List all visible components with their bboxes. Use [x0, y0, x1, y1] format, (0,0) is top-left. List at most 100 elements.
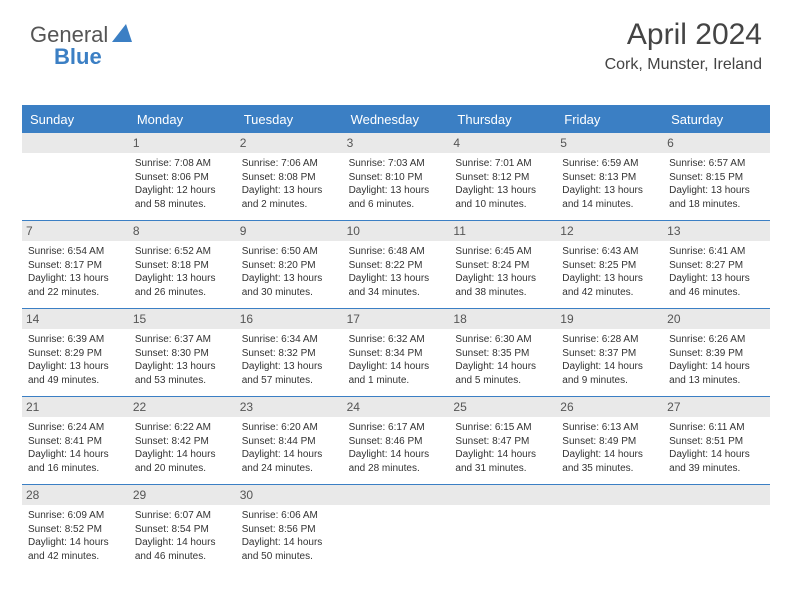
calendar-cell: 11Sunrise: 6:45 AMSunset: 8:24 PMDayligh…: [449, 221, 556, 308]
cell-sunrise: Sunrise: 6:17 AM: [349, 421, 444, 435]
cell-daylight2: and 34 minutes.: [349, 286, 444, 300]
cell-sunset: Sunset: 8:13 PM: [562, 171, 657, 185]
day-number: 26: [556, 397, 663, 417]
calendar-cell: 9Sunrise: 6:50 AMSunset: 8:20 PMDaylight…: [236, 221, 343, 308]
day-number: 3: [343, 133, 450, 153]
cell-daylight2: and 50 minutes.: [242, 550, 337, 564]
cell-sunrise: Sunrise: 6:09 AM: [28, 509, 123, 523]
cell-sunset: Sunset: 8:39 PM: [669, 347, 764, 361]
cell-daylight1: Daylight: 13 hours: [242, 360, 337, 374]
day-number: 2: [236, 133, 343, 153]
cell-daylight1: Daylight: 13 hours: [28, 272, 123, 286]
calendar-cell: [556, 485, 663, 573]
cell-sunset: Sunset: 8:10 PM: [349, 171, 444, 185]
cell-daylight1: Daylight: 14 hours: [135, 536, 230, 550]
calendar-cell: [449, 485, 556, 573]
calendar-week: 21Sunrise: 6:24 AMSunset: 8:41 PMDayligh…: [22, 397, 770, 485]
cell-sunset: Sunset: 8:35 PM: [455, 347, 550, 361]
day-number: 11: [449, 221, 556, 241]
calendar-cell: 10Sunrise: 6:48 AMSunset: 8:22 PMDayligh…: [343, 221, 450, 308]
cell-daylight1: Daylight: 13 hours: [455, 272, 550, 286]
calendar-cell: 13Sunrise: 6:41 AMSunset: 8:27 PMDayligh…: [663, 221, 770, 308]
cell-daylight2: and 46 minutes.: [669, 286, 764, 300]
cell-daylight2: and 5 minutes.: [455, 374, 550, 388]
calendar-cell: 22Sunrise: 6:22 AMSunset: 8:42 PMDayligh…: [129, 397, 236, 484]
cell-sunrise: Sunrise: 7:06 AM: [242, 157, 337, 171]
cell-daylight2: and 16 minutes.: [28, 462, 123, 476]
cell-sunrise: Sunrise: 7:03 AM: [349, 157, 444, 171]
cell-sunrise: Sunrise: 7:01 AM: [455, 157, 550, 171]
month-title: April 2024: [605, 18, 762, 52]
calendar-week: 28Sunrise: 6:09 AMSunset: 8:52 PMDayligh…: [22, 485, 770, 573]
cell-daylight2: and 26 minutes.: [135, 286, 230, 300]
calendar-week: 14Sunrise: 6:39 AMSunset: 8:29 PMDayligh…: [22, 309, 770, 397]
cell-daylight1: Daylight: 14 hours: [242, 448, 337, 462]
day-number: [22, 133, 129, 153]
calendar-week: 1Sunrise: 7:08 AMSunset: 8:06 PMDaylight…: [22, 133, 770, 221]
day-number: 17: [343, 309, 450, 329]
page-header: April 2024 Cork, Munster, Ireland: [605, 18, 762, 74]
day-number: [343, 485, 450, 505]
calendar-cell: 18Sunrise: 6:30 AMSunset: 8:35 PMDayligh…: [449, 309, 556, 396]
dayhead-tue: Tuesday: [236, 106, 343, 133]
cell-daylight2: and 42 minutes.: [562, 286, 657, 300]
day-number: 30: [236, 485, 343, 505]
cell-daylight1: Daylight: 14 hours: [455, 448, 550, 462]
cell-sunrise: Sunrise: 6:52 AM: [135, 245, 230, 259]
cell-daylight2: and 10 minutes.: [455, 198, 550, 212]
cell-sunrise: Sunrise: 6:07 AM: [135, 509, 230, 523]
day-number: [449, 485, 556, 505]
cell-sunrise: Sunrise: 6:11 AM: [669, 421, 764, 435]
day-number: 12: [556, 221, 663, 241]
cell-sunrise: Sunrise: 6:26 AM: [669, 333, 764, 347]
day-number: 4: [449, 133, 556, 153]
cell-daylight1: Daylight: 13 hours: [669, 184, 764, 198]
day-number: 7: [22, 221, 129, 241]
cell-daylight2: and 38 minutes.: [455, 286, 550, 300]
cell-sunrise: Sunrise: 6:32 AM: [349, 333, 444, 347]
day-number: [663, 485, 770, 505]
cell-sunset: Sunset: 8:34 PM: [349, 347, 444, 361]
cell-daylight2: and 2 minutes.: [242, 198, 337, 212]
cell-sunrise: Sunrise: 6:24 AM: [28, 421, 123, 435]
cell-daylight2: and 46 minutes.: [135, 550, 230, 564]
calendar-cell: 26Sunrise: 6:13 AMSunset: 8:49 PMDayligh…: [556, 397, 663, 484]
cell-daylight1: Daylight: 14 hours: [562, 448, 657, 462]
cell-daylight2: and 28 minutes.: [349, 462, 444, 476]
cell-daylight1: Daylight: 14 hours: [28, 536, 123, 550]
calendar-cell: 12Sunrise: 6:43 AMSunset: 8:25 PMDayligh…: [556, 221, 663, 308]
cell-sunset: Sunset: 8:12 PM: [455, 171, 550, 185]
day-number: 15: [129, 309, 236, 329]
cell-daylight1: Daylight: 14 hours: [242, 536, 337, 550]
calendar-cell: 3 Sunrise: 7:03 AMSunset: 8:10 PMDaylight…: [343, 133, 450, 220]
cell-daylight1: Daylight: 13 hours: [349, 184, 444, 198]
cell-sunset: Sunset: 8:46 PM: [349, 435, 444, 449]
cell-daylight2: and 20 minutes.: [135, 462, 230, 476]
dayhead-sat: Saturday: [663, 106, 770, 133]
calendar-cell: 1Sunrise: 7:08 AMSunset: 8:06 PMDaylight…: [129, 133, 236, 220]
calendar-cell: 27Sunrise: 6:11 AMSunset: 8:51 PMDayligh…: [663, 397, 770, 484]
cell-sunset: Sunset: 8:47 PM: [455, 435, 550, 449]
calendar-cell: 28Sunrise: 6:09 AMSunset: 8:52 PMDayligh…: [22, 485, 129, 573]
dayhead-sun: Sunday: [22, 106, 129, 133]
day-number: 9: [236, 221, 343, 241]
cell-sunset: Sunset: 8:37 PM: [562, 347, 657, 361]
brand-triangle-icon: [112, 24, 132, 47]
day-number: 20: [663, 309, 770, 329]
cell-sunset: Sunset: 8:08 PM: [242, 171, 337, 185]
calendar-grid: Sunday Monday Tuesday Wednesday Thursday…: [22, 105, 770, 573]
cell-sunset: Sunset: 8:25 PM: [562, 259, 657, 273]
cell-sunset: Sunset: 8:32 PM: [242, 347, 337, 361]
cell-daylight1: Daylight: 14 hours: [669, 360, 764, 374]
cell-daylight1: Daylight: 13 hours: [135, 272, 230, 286]
cell-sunset: Sunset: 8:52 PM: [28, 523, 123, 537]
cell-daylight1: Daylight: 13 hours: [28, 360, 123, 374]
day-number: 6: [663, 133, 770, 153]
cell-sunset: Sunset: 8:22 PM: [349, 259, 444, 273]
cell-sunrise: Sunrise: 6:37 AM: [135, 333, 230, 347]
cell-daylight2: and 9 minutes.: [562, 374, 657, 388]
cell-sunrise: Sunrise: 6:41 AM: [669, 245, 764, 259]
cell-daylight2: and 24 minutes.: [242, 462, 337, 476]
cell-daylight2: and 39 minutes.: [669, 462, 764, 476]
cell-daylight1: Daylight: 13 hours: [349, 272, 444, 286]
